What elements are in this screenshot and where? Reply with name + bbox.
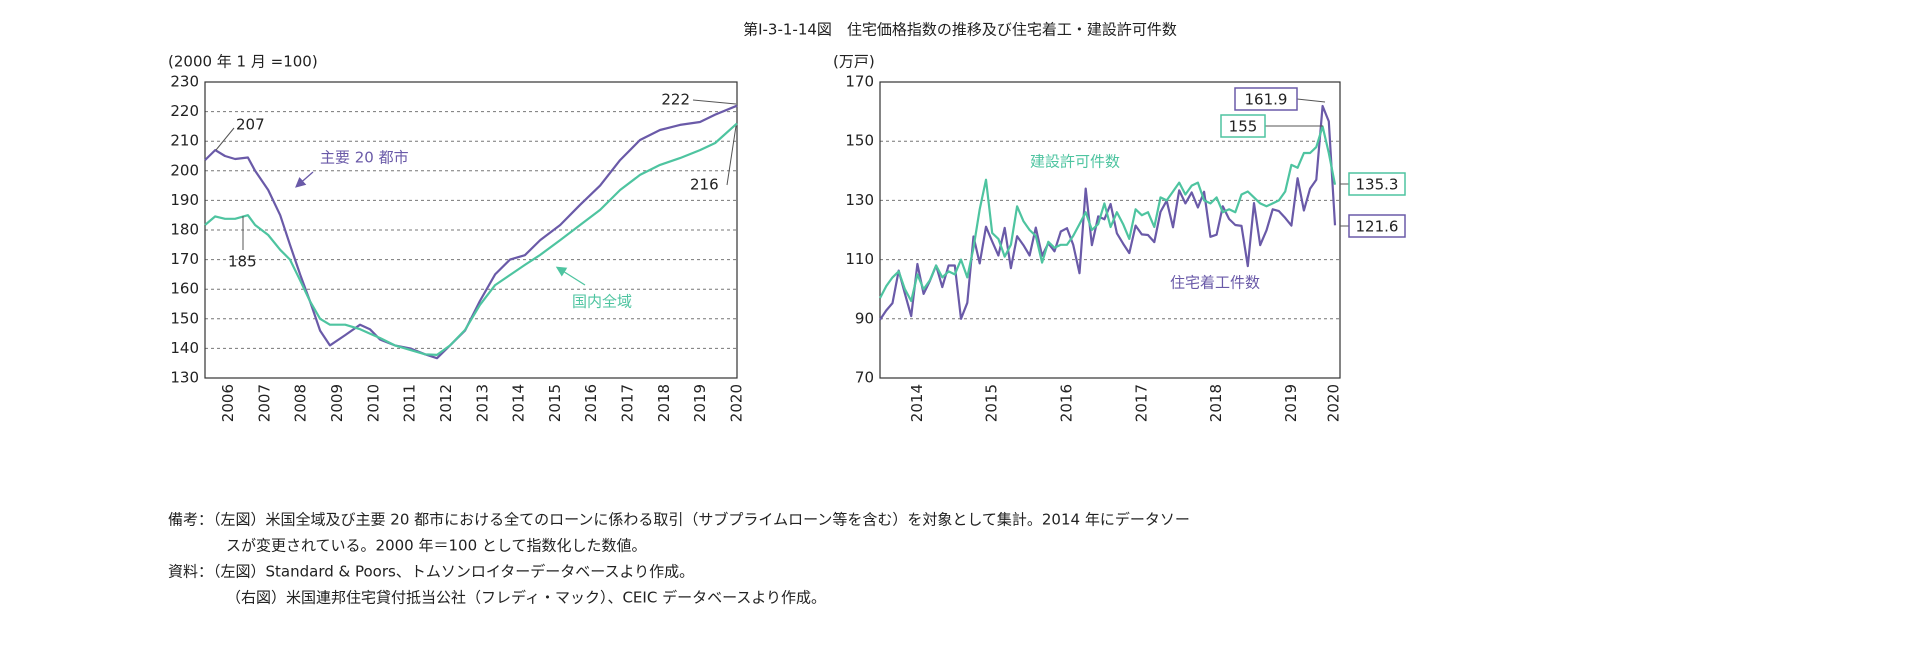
note-line: スが変更されている。2000 年＝100 として指数化した数値。 — [226, 537, 646, 555]
series-line — [879, 125, 1337, 303]
annotation: 155 — [1229, 118, 1258, 136]
x-tick-label: 2012 — [437, 384, 455, 422]
x-tick-label: 2018 — [655, 384, 673, 422]
x-tick-label: 2014 — [510, 384, 528, 422]
annotation: 216 — [690, 176, 719, 194]
y-tick-label: 110 — [845, 250, 874, 268]
annotation: 161.9 — [1245, 91, 1288, 109]
x-tick-label: 2015 — [983, 384, 1001, 422]
x-tick-label: 2010 — [364, 384, 382, 422]
note-line: （右図）米国連邦住宅貸付抵当公社（フレディ・マック）、CEIC データベースより… — [226, 589, 826, 607]
x-tick-label: 2009 — [328, 384, 346, 422]
plot-frame — [879, 81, 1341, 379]
annotation: 207 — [236, 116, 265, 134]
series-label-arrow — [555, 266, 586, 286]
y-axis-label: (2000 年 1 月 =100) — [168, 53, 318, 71]
x-tick-label: 2019 — [1282, 384, 1300, 422]
y-tick-label: 190 — [170, 191, 199, 209]
annotation-box — [1348, 214, 1406, 238]
x-tick-label: 2011 — [401, 384, 419, 422]
y-tick-label: 90 — [855, 309, 874, 327]
series-label: 住宅着工件数 — [1170, 274, 1260, 292]
y-tick-label: 160 — [170, 280, 199, 298]
y-axis-label: (万戸) — [833, 53, 875, 71]
annotation: 222 — [661, 91, 690, 109]
plot-frame — [204, 81, 738, 379]
y-tick-label: 200 — [170, 161, 199, 179]
y-tick-label: 220 — [170, 102, 199, 120]
series-label: 主要 20 都市 — [320, 149, 409, 167]
y-tick-label: 130 — [170, 369, 199, 387]
figure-title: 第Ⅰ-3-1-14図 住宅価格指数の推移及び住宅着工・建設許可件数 — [743, 21, 1177, 39]
annotation-leader — [215, 127, 235, 151]
annotation-leader — [1296, 98, 1326, 103]
y-tick-label: 170 — [845, 73, 874, 91]
x-tick-label: 2018 — [1207, 384, 1225, 422]
annotation-box — [1234, 87, 1298, 111]
note-line: 備考：（左図）米国全域及び主要 20 都市における全てのローンに係わる取引（サブ… — [168, 511, 1190, 529]
x-tick-label: 2017 — [1132, 384, 1150, 422]
annotation: 185 — [228, 253, 257, 271]
x-tick-label: 2008 — [292, 384, 310, 422]
y-tick-label: 70 — [855, 369, 874, 387]
x-tick-label: 2017 — [619, 384, 637, 422]
annotation-box — [1220, 114, 1266, 138]
x-tick-label: 2015 — [546, 384, 564, 422]
x-tick-label: 2014 — [908, 384, 926, 422]
y-tick-label: 130 — [845, 191, 874, 209]
x-tick-label: 2020 — [1325, 384, 1343, 422]
x-tick-label: 2020 — [728, 384, 746, 422]
annotation: 135.3 — [1356, 176, 1399, 194]
annotation: 121.6 — [1356, 218, 1399, 236]
x-tick-label: 2007 — [255, 384, 273, 422]
note-line: 資料：（左図）Standard & Poors、トムソンロイターデータベースより… — [168, 563, 694, 581]
x-tick-label: 2019 — [691, 384, 709, 422]
y-tick-label: 230 — [170, 73, 199, 91]
y-tick-label: 150 — [845, 132, 874, 150]
series-label: 国内全域 — [572, 293, 632, 311]
x-tick-label: 2006 — [219, 384, 237, 422]
series-line — [204, 122, 738, 356]
y-tick-label: 150 — [170, 309, 199, 327]
y-tick-label: 170 — [170, 250, 199, 268]
x-tick-label: 2016 — [1057, 384, 1075, 422]
annotation-leader — [726, 125, 737, 186]
y-tick-label: 180 — [170, 221, 199, 239]
series-label: 建設許可件数 — [1030, 153, 1120, 171]
x-tick-label: 2013 — [473, 384, 491, 422]
y-tick-label: 140 — [170, 339, 199, 357]
series-label-arrow — [295, 171, 314, 188]
annotation-leader — [692, 99, 737, 105]
y-tick-label: 210 — [170, 132, 199, 150]
annotation-box — [1348, 172, 1406, 196]
x-tick-label: 2016 — [582, 384, 600, 422]
